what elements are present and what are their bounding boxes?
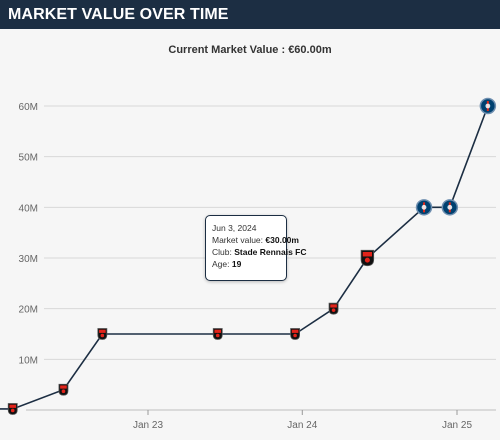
chart-tooltip: Jun 3, 2024 Market value: €30.00m Club: … xyxy=(205,215,307,281)
data-point-6-crest-dot xyxy=(331,308,336,312)
data-point-7-crest-band xyxy=(362,251,373,257)
data-point-2-crest-band xyxy=(60,385,67,389)
data-point-3-crest-dot xyxy=(100,333,105,338)
data-point-5-crest-band xyxy=(291,329,299,333)
data-point-1-crest-dot xyxy=(10,408,15,413)
tooltip-age-label: Age: xyxy=(212,259,230,269)
tooltip-club: Club: Stade Rennais FC xyxy=(212,246,307,258)
tooltip-age: Age: 19 xyxy=(212,258,286,270)
data-point-8-crest-center xyxy=(421,204,427,210)
y-tick-label-10: 10M xyxy=(19,355,38,366)
tooltip-market-value-amount: €30.00m xyxy=(265,235,299,245)
y-tick-label-40: 40M xyxy=(19,203,38,214)
data-point-1-crest-band xyxy=(9,404,17,408)
y-tick-label-30: 30M xyxy=(19,254,38,265)
tooltip-club-label: Club: xyxy=(212,247,232,257)
data-point-9-crest-center xyxy=(447,204,453,210)
data-point-10-crest-center xyxy=(485,103,491,109)
data-point-4-crest-band xyxy=(214,329,222,333)
tooltip-club-name: Stade Rennais FC xyxy=(234,247,307,257)
tooltip-market-value: Market value: €30.00m xyxy=(212,234,299,246)
tooltip-age-value: 19 xyxy=(231,259,242,269)
data-point-5-crest-dot xyxy=(293,333,297,338)
x-tick-label-jan-25: Jan 25 xyxy=(442,420,472,431)
data-point-2-crest-dot xyxy=(61,389,66,394)
chart-title: Current Market Value : €60.00m xyxy=(168,44,332,56)
data-point-6-crest-band xyxy=(330,304,337,308)
section-title: MARKET VALUE OVER TIME xyxy=(8,6,229,23)
tooltip-market-value-label: Market value: xyxy=(212,235,264,245)
x-tick-label-jan-24: Jan 24 xyxy=(287,420,317,431)
data-point-3-crest-band xyxy=(99,329,106,333)
y-tick-label-50: 50M xyxy=(19,153,38,164)
y-tick-label-60: 60M xyxy=(19,102,38,113)
tooltip-date: Jun 3, 2024 xyxy=(212,223,257,233)
data-point-7-crest-dot xyxy=(364,257,370,263)
y-tick-label-20: 20M xyxy=(19,305,38,316)
section-header: MARKET VALUE OVER TIME xyxy=(0,0,500,29)
x-tick-label-jan-23: Jan 23 xyxy=(133,420,163,431)
data-point-4-crest-dot xyxy=(215,333,220,338)
